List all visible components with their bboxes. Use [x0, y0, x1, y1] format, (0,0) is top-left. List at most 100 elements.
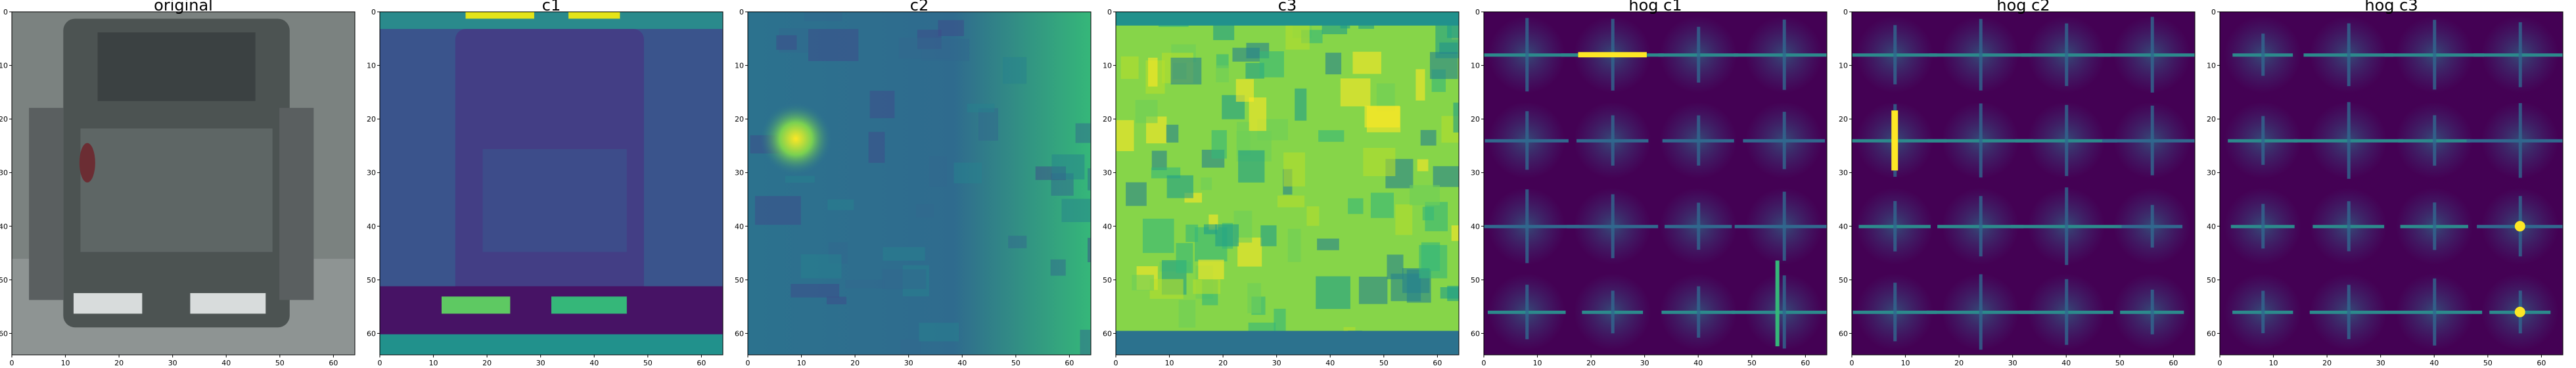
- x-tick-label: 30: [2376, 359, 2385, 367]
- x-tick-label: 30: [2008, 359, 2017, 367]
- y-tick-label: 30: [735, 169, 744, 177]
- x-tick-label: 30: [904, 359, 913, 367]
- panel-hog1: hog c1 0 10 20 30 40 50 60 0 10 20 30 40 50 60: [1471, 0, 1828, 367]
- x-tick-label: 0: [378, 359, 382, 367]
- panel-image: [1484, 12, 1827, 355]
- y-tick-label: 60: [1471, 329, 1480, 338]
- panel-image: [2220, 12, 2563, 355]
- y-tick-label: 0: [739, 8, 744, 16]
- x-tick-label: 40: [589, 359, 599, 367]
- x-tick-label: 30: [1272, 359, 1281, 367]
- x-tick-label: 20: [2322, 359, 2332, 367]
- x-tick-label: 0: [1114, 359, 1118, 367]
- y-tick-label: 0: [2211, 8, 2216, 16]
- y-tick-label: 40: [1839, 222, 1848, 231]
- y-tick-label: 20: [0, 115, 8, 124]
- y-tick-label: 50: [1103, 276, 1112, 285]
- y-tick-label: 50: [1839, 276, 1848, 285]
- x-tick-label: 50: [1011, 359, 1021, 367]
- x-tick-label: 40: [957, 359, 967, 367]
- panel-title: hog c2: [1996, 0, 2050, 14]
- panel-image: [1116, 12, 1459, 355]
- y-tick-label: 30: [2207, 169, 2216, 177]
- x-tick-label: 60: [1801, 359, 1810, 367]
- y-tick-label: 40: [2207, 222, 2216, 231]
- x-tick-label: 20: [114, 359, 124, 367]
- panel-frame: [1483, 11, 1828, 356]
- y-tick-label: 30: [1103, 169, 1112, 177]
- x-tick-label: 60: [2537, 359, 2546, 367]
- y-tick-label: 20: [367, 115, 376, 124]
- panel-title: hog c1: [1628, 0, 1682, 14]
- panel-channel2: c2 0 10 20 30 40 50 60 0 10 20 30 40 50 60: [735, 0, 1092, 367]
- panel-frame: [1115, 11, 1460, 356]
- x-tick-label: 10: [1533, 359, 1542, 367]
- panel-photo: original 0 10 20 30 40 50 60 0 10 20 30 40 50 60: [0, 0, 356, 367]
- y-tick-label: 0: [1475, 8, 1480, 16]
- panel-image: [1852, 12, 2195, 355]
- panel-frame: [1851, 11, 2196, 356]
- x-tick-label: 0: [1482, 359, 1486, 367]
- panel-title: c1: [542, 0, 561, 14]
- y-tick-label: 50: [367, 276, 376, 285]
- x-tick-label: 20: [1586, 359, 1596, 367]
- x-tick-label: 50: [643, 359, 653, 367]
- x-tick-label: 50: [1379, 359, 1389, 367]
- y-tick-label: 50: [0, 276, 8, 285]
- y-tick-label: 20: [1103, 115, 1112, 124]
- x-tick-label: 40: [2061, 359, 2071, 367]
- y-tick-label: 10: [1471, 62, 1480, 70]
- y-tick-label: 30: [367, 169, 376, 177]
- x-tick-label: 20: [1218, 359, 1228, 367]
- panel-image: [12, 12, 355, 355]
- x-tick-label: 20: [850, 359, 860, 367]
- panel-frame: [379, 11, 724, 356]
- y-tick-label: 50: [1471, 276, 1480, 285]
- y-tick-label: 0: [1107, 8, 1112, 16]
- panel-frame: [747, 11, 1092, 356]
- y-tick-label: 10: [735, 62, 744, 70]
- x-tick-label: 0: [746, 359, 750, 367]
- y-tick-label: 60: [1103, 329, 1112, 338]
- x-tick-label: 60: [2169, 359, 2178, 367]
- panel-title: c3: [1278, 0, 1297, 14]
- y-tick-label: 0: [3, 8, 8, 16]
- x-tick-label: 40: [2429, 359, 2439, 367]
- y-tick-label: 10: [1103, 62, 1112, 70]
- panel-title: c2: [910, 0, 929, 14]
- y-tick-label: 10: [2207, 62, 2216, 70]
- y-tick-label: 40: [1103, 222, 1112, 231]
- x-tick-label: 30: [168, 359, 177, 367]
- y-tick-label: 20: [1839, 115, 1848, 124]
- panel-image: [380, 12, 723, 355]
- x-tick-label: 60: [1433, 359, 1442, 367]
- x-tick-label: 30: [536, 359, 545, 367]
- y-tick-label: 10: [367, 62, 376, 70]
- x-tick-label: 50: [1747, 359, 1757, 367]
- y-tick-label: 30: [1471, 169, 1480, 177]
- x-tick-label: 60: [329, 359, 338, 367]
- y-tick-label: 50: [735, 276, 744, 285]
- x-tick-label: 0: [10, 359, 14, 367]
- x-tick-label: 10: [1901, 359, 1910, 367]
- y-tick-label: 60: [0, 329, 8, 338]
- panel-channel1: c1 0 10 20 30 40 50 60 0 10 20 30 40 50 60: [367, 0, 724, 367]
- x-tick-label: 60: [1065, 359, 1074, 367]
- y-tick-label: 60: [367, 329, 376, 338]
- x-tick-label: 40: [221, 359, 231, 367]
- x-tick-label: 30: [1640, 359, 1649, 367]
- y-tick-label: 40: [0, 222, 8, 231]
- x-tick-label: 10: [797, 359, 806, 367]
- y-tick-label: 60: [2207, 329, 2216, 338]
- panel-title: original: [154, 0, 213, 14]
- y-tick-label: 10: [1839, 62, 1848, 70]
- panel-frame: [11, 11, 356, 356]
- x-tick-label: 50: [275, 359, 285, 367]
- panel-channel3: c3 0 10 20 30 40 50 60 0 10 20 30 40 50 60: [1103, 0, 1460, 367]
- y-tick-label: 40: [367, 222, 376, 231]
- y-tick-label: 0: [1843, 8, 1848, 16]
- x-tick-label: 10: [61, 359, 70, 367]
- x-tick-label: 60: [697, 359, 706, 367]
- x-tick-label: 40: [1693, 359, 1703, 367]
